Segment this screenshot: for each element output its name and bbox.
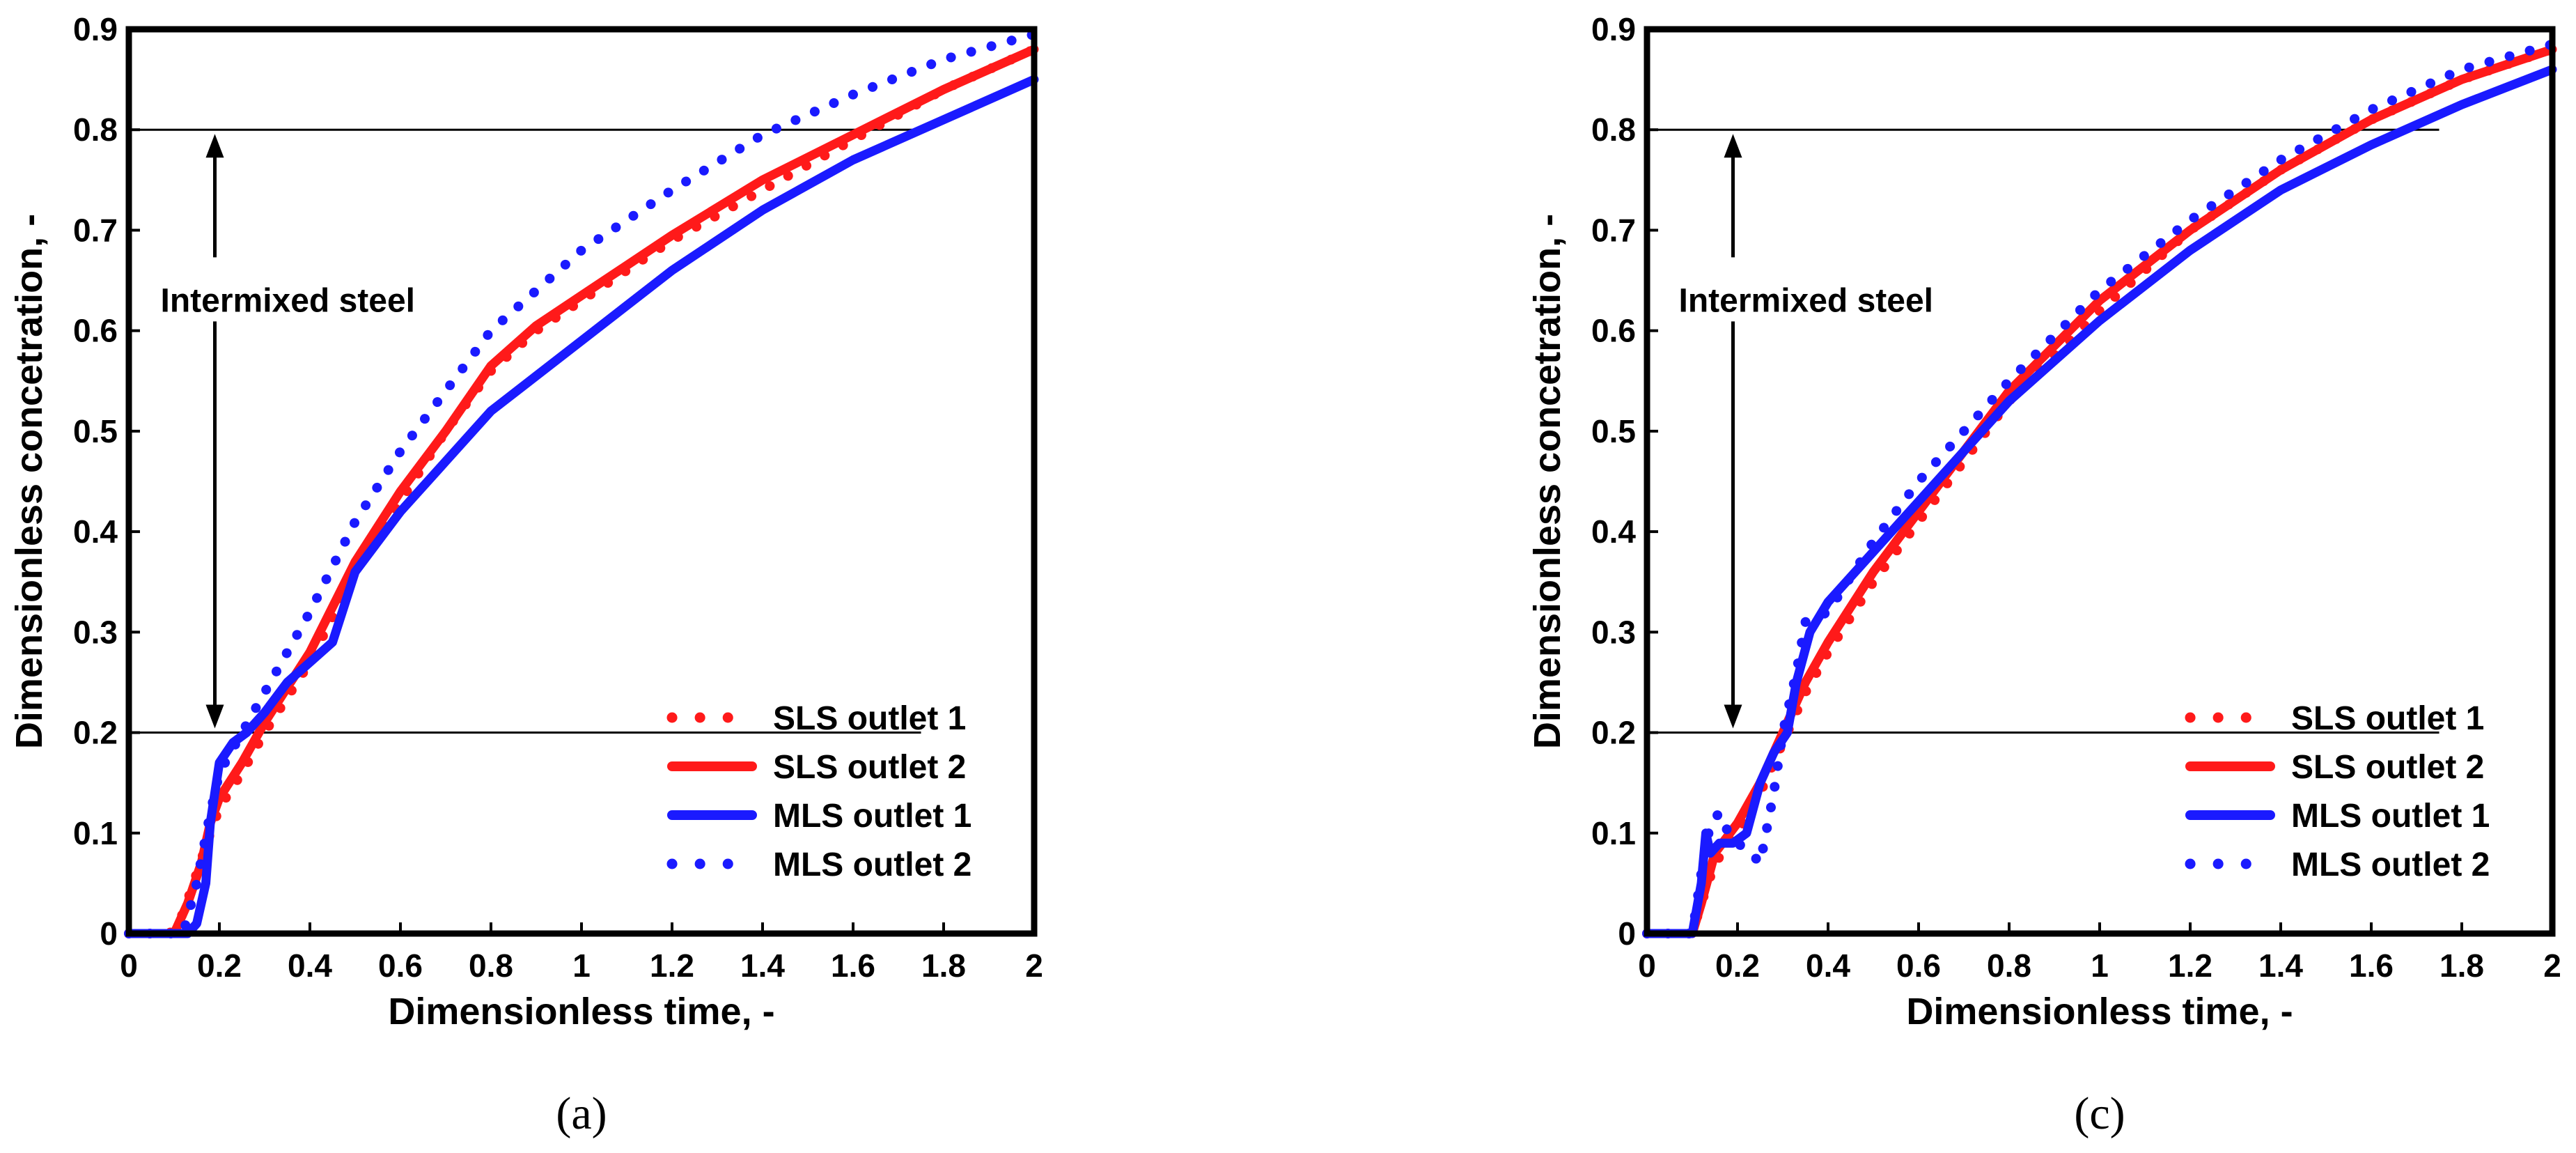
legend: SLS outlet 1 SLS outlet 2 MLS outlet 1 MLS … [666,700,971,883]
arrow-head-up [205,134,224,158]
legend-label: SLS outlet 1 [2291,700,2484,737]
series-line-sls-outlet-2 [124,45,1039,938]
series-line-mls-outlet-2 [1642,39,2557,938]
y-tick-label: 0.2 [1591,715,1636,751]
x-tick-label: 0.2 [197,947,242,984]
y-tick-label: 0 [100,915,118,952]
series-line-mls-outlet-1 [124,75,1039,938]
legend-label: SLS outlet 2 [773,749,966,786]
x-tick-label: 0.4 [288,947,332,984]
legend-label: SLS outlet 2 [2291,749,2484,786]
arrow-head-up [1724,134,1742,158]
y-tick-label: 0.2 [73,715,118,751]
x-tick-label: 1 [572,947,591,984]
y-tick-label: 0.9 [1591,11,1636,47]
x-tick-label: 1.2 [650,947,694,984]
legend-label: SLS outlet 1 [773,700,966,737]
legend-label: MLS outlet 2 [773,846,971,883]
y-tick-label: 0.9 [73,11,118,47]
y-tick-label: 0.7 [1591,212,1636,248]
legend: SLS outlet 1 SLS outlet 2 MLS outlet 1 MLS … [2185,700,2490,883]
x-tick-label: 1.4 [2258,947,2303,984]
y-axis-title: Dimensionless concetration, - [8,214,50,749]
x-tick-label: 1.6 [2349,947,2394,984]
legend-label: MLS outlet 1 [773,798,971,835]
y-tick-label: 0.5 [1591,413,1636,449]
y-tick-label: 0.6 [73,313,118,349]
chart-panel-c: Intermixed steel 0 0.2 0.4 0.6 0.8 1 1.2 1.4 1.6 1… [1527,11,2561,1139]
y-tick-label: 0.3 [73,614,118,650]
x-tick-label: 0 [1638,947,1656,984]
arrow-head-down [205,704,224,729]
y-tick-label: 0 [1618,915,1636,952]
y-tick-label: 0.1 [1591,815,1636,851]
x-tick-label: 0.8 [1987,947,2031,984]
x-tick-label: 1.8 [921,947,966,984]
x-tick-label: 0.2 [1715,947,1760,984]
y-tick-label: 0.8 [1591,111,1636,148]
panel-label: (a) [556,1088,607,1139]
x-tick-label: 1.4 [740,947,785,984]
y-tick-label: 0.7 [73,212,118,248]
x-tick-label: 1.8 [2440,947,2484,984]
y-tick-label: 0.8 [73,111,118,148]
y-tick-label: 0.1 [73,815,118,851]
y-axis-title: Dimensionless concetration, - [1527,214,1568,749]
panel-label: (c) [2074,1088,2125,1139]
x-tick-label: 2 [1025,947,1043,984]
x-axis-title: Dimensionless time, - [1906,991,2293,1032]
x-tick-label: 1.2 [2168,947,2212,984]
y-tick-label: 0.5 [73,413,118,449]
x-axis-title: Dimensionless time, - [388,991,774,1032]
x-tick-label: 0.6 [1896,947,1941,984]
legend-label: MLS outlet 1 [2291,798,2490,835]
series-line-sls-outlet-1 [124,44,1039,938]
x-tick-label: 0.6 [378,947,423,984]
x-tick-label: 2 [2543,947,2561,984]
y-tick-label: 0.4 [73,513,118,550]
x-tick-label: 0 [120,947,138,984]
series-line-mls-outlet-2 [124,29,1039,938]
x-tick-label: 0.4 [1806,947,1850,984]
y-tick-label: 0.3 [1591,614,1636,650]
legend-label: MLS outlet 2 [2291,846,2490,883]
chart-panel-a: Intermixed steel 0 0.2 0.4 0.6 0.8 1 1.2 1.4 1.6 1… [8,11,1043,1139]
series-line-mls-outlet-1 [1642,65,2557,938]
x-tick-label: 1.6 [831,947,875,984]
y-tick-label: 0.6 [1591,313,1636,349]
x-tick-label: 0.8 [469,947,513,984]
arrow-head-down [1724,704,1742,729]
annotation-intermixed-steel: Intermixed steel [1679,282,1933,319]
annotation-intermixed-steel: Intermixed steel [161,282,415,319]
x-tick-label: 1 [2091,947,2109,984]
y-tick-label: 0.4 [1591,513,1636,550]
